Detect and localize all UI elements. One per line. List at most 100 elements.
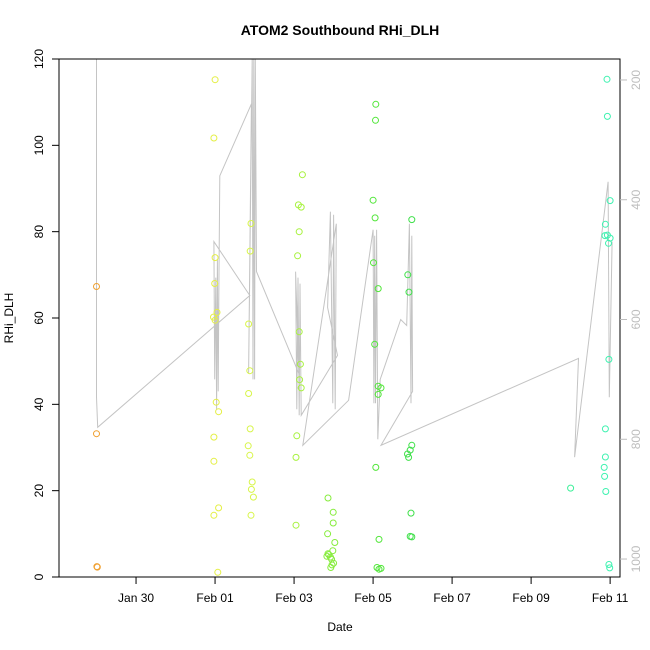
data-point bbox=[605, 561, 613, 568]
data-point bbox=[210, 457, 218, 465]
data-point bbox=[601, 220, 609, 228]
data-point bbox=[371, 340, 379, 348]
data-point bbox=[567, 484, 575, 492]
data-point bbox=[215, 504, 223, 512]
data-point bbox=[292, 453, 300, 461]
data-point bbox=[372, 100, 380, 108]
data-point bbox=[296, 360, 304, 368]
data-point bbox=[211, 254, 219, 262]
data-point bbox=[93, 563, 101, 571]
x-tick-label: Feb 03 bbox=[275, 591, 313, 605]
data-point bbox=[408, 533, 416, 541]
data-point bbox=[601, 453, 609, 461]
data-point bbox=[405, 288, 413, 296]
data-point bbox=[370, 259, 377, 267]
x-tick-label: Feb 11 bbox=[592, 591, 629, 605]
data-point bbox=[249, 493, 257, 501]
data-point bbox=[372, 116, 379, 124]
series-flight-feb06 bbox=[404, 216, 416, 541]
data-point bbox=[601, 425, 609, 433]
y2-tick-label: 600 bbox=[629, 309, 643, 329]
data-point bbox=[374, 285, 382, 293]
data-point bbox=[297, 384, 305, 392]
data-point bbox=[210, 313, 217, 321]
data-point bbox=[212, 398, 220, 406]
data-point bbox=[247, 220, 255, 227]
series-flight-feb10 bbox=[567, 484, 575, 492]
data-point bbox=[246, 451, 254, 459]
data-point bbox=[93, 430, 100, 438]
data-point bbox=[211, 280, 219, 287]
data-point bbox=[247, 485, 255, 493]
series-flight-feb05 bbox=[369, 100, 385, 573]
y2-tick-label: 1000 bbox=[629, 545, 643, 572]
data-point bbox=[246, 247, 254, 255]
data-point bbox=[372, 463, 380, 471]
data-point bbox=[215, 408, 223, 416]
y2-tick-label: 400 bbox=[629, 189, 643, 209]
data-point bbox=[404, 450, 411, 458]
y2-tick-label: 200 bbox=[629, 70, 643, 90]
data-point bbox=[606, 564, 614, 572]
data-point bbox=[373, 564, 381, 571]
y-tick-label: 20 bbox=[32, 484, 46, 498]
y2-tick-label: 800 bbox=[629, 429, 643, 449]
data-point bbox=[408, 441, 416, 449]
x-tick-label: Feb 05 bbox=[354, 591, 392, 605]
data-point bbox=[602, 488, 610, 495]
data-point bbox=[371, 214, 379, 222]
data-point bbox=[374, 390, 382, 398]
data-point bbox=[248, 478, 256, 486]
y-tick-label: 60 bbox=[32, 311, 46, 325]
y-tick-label: 80 bbox=[32, 225, 46, 239]
data-point bbox=[331, 539, 339, 546]
data-point bbox=[405, 453, 413, 461]
data-point bbox=[377, 564, 385, 572]
data-point bbox=[296, 376, 304, 384]
x-axis: Jan 30 Feb 01 Feb 03 Feb 05 Feb 07 Feb 09 Feb … bbox=[118, 577, 629, 605]
series-flight-feb04 bbox=[323, 494, 339, 571]
data-point bbox=[603, 112, 611, 120]
data-point bbox=[377, 384, 385, 392]
data-point bbox=[247, 511, 255, 519]
data-point bbox=[246, 425, 254, 433]
y-axis: 0 20 40 60 80 100 120 bbox=[32, 49, 59, 580]
data-point bbox=[295, 328, 303, 336]
data-point bbox=[210, 433, 218, 441]
y-tick-label: 120 bbox=[32, 49, 46, 69]
y-axis-label: RHi_DLH bbox=[2, 293, 16, 344]
data-point bbox=[93, 283, 100, 290]
data-point bbox=[327, 564, 335, 571]
data-point bbox=[295, 228, 303, 236]
series-flight-feb01 bbox=[210, 76, 223, 576]
x-tick-label: Feb 09 bbox=[512, 591, 550, 605]
data-point bbox=[244, 442, 252, 450]
data-point bbox=[605, 239, 612, 247]
data-point bbox=[292, 521, 300, 529]
data-point bbox=[324, 530, 332, 538]
data-point bbox=[245, 320, 253, 328]
data-point bbox=[210, 134, 218, 142]
data-point bbox=[323, 552, 331, 560]
y-tick-label: 40 bbox=[32, 397, 46, 411]
y2-axis-pressure: 200 400 600 800 1000 bbox=[620, 70, 643, 572]
y-tick-label: 100 bbox=[32, 135, 46, 155]
scatter-points-layer bbox=[93, 75, 614, 576]
y-tick-label: 0 bbox=[32, 573, 46, 580]
data-point bbox=[369, 196, 377, 204]
data-point bbox=[324, 494, 332, 502]
series-flight-jan28 bbox=[93, 283, 101, 571]
data-point bbox=[210, 511, 218, 519]
series-flight-feb02 bbox=[244, 220, 257, 519]
data-point bbox=[213, 308, 221, 316]
data-point bbox=[404, 271, 412, 279]
pressure-trace-layer bbox=[96, 58, 613, 458]
data-point bbox=[329, 519, 337, 527]
data-point bbox=[246, 367, 254, 375]
data-point bbox=[603, 75, 611, 83]
chart-title: ATOM2 Southbound RHi_DLH bbox=[241, 22, 440, 38]
series-flight-feb03 bbox=[292, 171, 306, 529]
data-point bbox=[211, 76, 219, 84]
